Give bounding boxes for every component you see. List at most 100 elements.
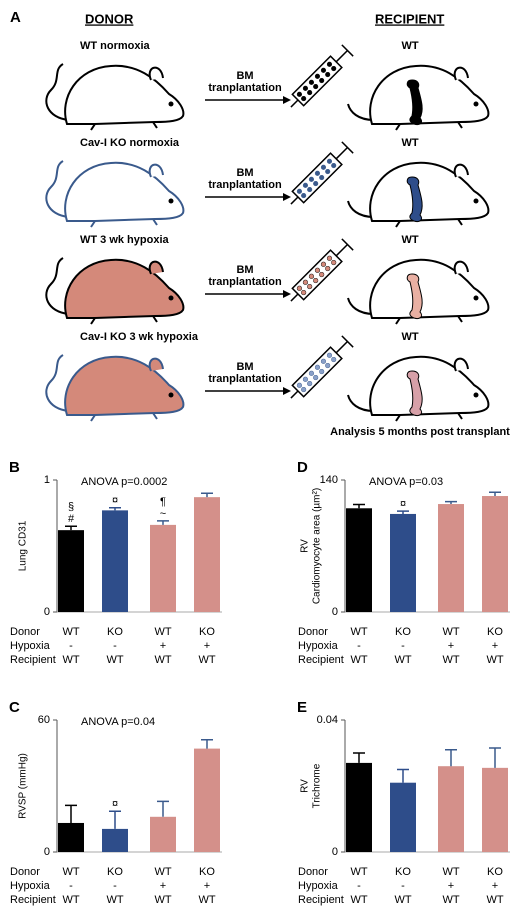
annotation: ANOVA p=0.04 [81, 716, 155, 728]
recipient-label: WT [401, 40, 418, 52]
significance-symbol: § [68, 501, 74, 513]
procedure-label: BM [236, 264, 253, 276]
group-label: + [492, 880, 498, 892]
syringe [290, 335, 354, 399]
group-label: - [113, 880, 117, 892]
error-bar [65, 525, 77, 531]
x-tick-label: WT [350, 626, 367, 638]
row-name: Recipient [298, 894, 344, 906]
syringe-cell [301, 290, 307, 296]
mouse-ear [148, 357, 164, 372]
syringe-cell [319, 272, 325, 278]
row-name: Donor [298, 626, 328, 638]
syringe-plunger [290, 238, 354, 302]
mouse-ear [453, 357, 469, 372]
syringe-cell [331, 356, 337, 363]
y-tick-label: 0 [44, 846, 50, 858]
syringe-cell [320, 164, 327, 170]
mouse-leg [90, 412, 158, 422]
syringe [290, 141, 354, 205]
mouse [45, 257, 185, 325]
mouse-eye [473, 198, 479, 204]
syringe-plunger [290, 335, 354, 399]
group-label: + [204, 880, 210, 892]
significance-symbol: ¶ [160, 496, 166, 508]
syringe-barrel [291, 55, 343, 107]
arrow-head [283, 387, 291, 395]
x-tick-label: KO [487, 866, 503, 878]
y-axis-label: RVSP (mmHg) [18, 753, 29, 819]
syringe-cell [313, 84, 319, 90]
group-label: WT [62, 654, 79, 666]
group-label: - [69, 640, 73, 652]
recipient-heading: RECIPIENT [375, 11, 444, 26]
syringe-plunger [290, 141, 354, 205]
panel-label: C [9, 699, 20, 716]
procedure-label: tranplantation [208, 179, 282, 191]
procedure-label: tranplantation [208, 373, 282, 385]
syringe-cell [319, 175, 325, 181]
syringe-cell [331, 65, 337, 72]
syringe-cell [308, 176, 314, 182]
syringe-barrel [291, 152, 343, 204]
y-tick-label: 0 [44, 606, 50, 618]
row-name: Donor [10, 626, 40, 638]
error-bar [157, 520, 169, 525]
x-tick-label: KO [199, 866, 215, 878]
annotation: ANOVA p=0.0002 [81, 476, 167, 488]
arrow-head [283, 96, 291, 104]
y-tick-label: 0 [332, 606, 338, 618]
bar [482, 767, 508, 852]
x-tick-label: KO [395, 866, 411, 878]
mouse-body [64, 355, 185, 416]
syringe-cell [314, 73, 320, 79]
group-label: - [69, 880, 73, 892]
x-tick-label: KO [107, 866, 123, 878]
mouse-leg [395, 218, 463, 228]
bar [346, 508, 372, 612]
group-label: - [113, 640, 117, 652]
mouse-eye [168, 392, 174, 398]
bar [194, 497, 220, 612]
x-tick-label: WT [442, 866, 459, 878]
y-tick-label: 0 [332, 846, 338, 858]
syringe-plunger [290, 44, 354, 108]
row-name: Donor [298, 866, 328, 878]
mouse-body [369, 161, 490, 222]
mouse-leg [395, 412, 463, 422]
mouse-leg [90, 218, 158, 228]
group-label: - [357, 640, 361, 652]
x-tick-label: KO [487, 626, 503, 638]
error-bar [201, 492, 213, 498]
group-label: + [448, 640, 454, 652]
group-label: + [160, 640, 166, 652]
group-label: WT [486, 894, 503, 906]
row-name: Recipient [298, 654, 344, 666]
syringe-cell [308, 79, 314, 85]
donor-heading: DONOR [85, 11, 134, 26]
recipient-label: WT [401, 331, 418, 343]
y-tick-label: 140 [320, 474, 338, 486]
y-tick-label: 1 [44, 474, 50, 486]
mouse-eye [473, 101, 479, 107]
procedure-label: tranplantation [208, 82, 282, 94]
error-bar [397, 768, 409, 783]
syringe-cell [296, 382, 302, 388]
row-name: Donor [10, 866, 40, 878]
error-bar [489, 491, 501, 497]
syringe-barrel [291, 346, 343, 398]
bar [58, 530, 84, 612]
error-bar [65, 804, 77, 823]
mouse [45, 160, 185, 228]
mouse [347, 161, 490, 228]
procedure-label: BM [236, 167, 253, 179]
error-bar [489, 747, 501, 768]
procedure-label: tranplantation [208, 276, 282, 288]
mouse [45, 63, 185, 131]
syringe-cell [301, 387, 307, 393]
syringe-cell [307, 284, 313, 290]
significance-symbol: ~ [160, 508, 166, 520]
syringe-cell [301, 96, 307, 102]
syringe-cell [320, 261, 327, 267]
syringe-cell [313, 375, 319, 381]
